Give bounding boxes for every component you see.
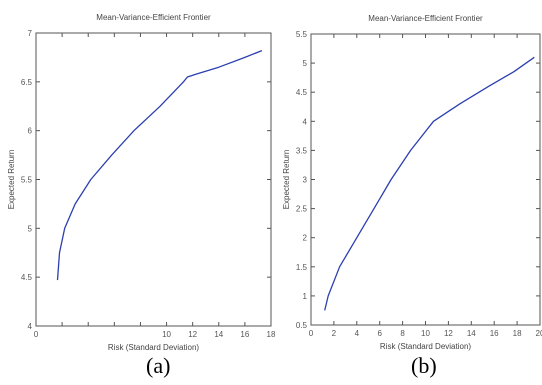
- y-tick-label: 5: [28, 224, 33, 233]
- chart-title: Mean-Variance-Efficient Frontier: [96, 13, 211, 22]
- x-tick-label: 4: [355, 329, 360, 338]
- chart-a: 0 10 12 14 16 18 4 4.5 5 5.5 6 6.5 7 Mean-Variance-Ef…: [7, 13, 276, 352]
- x-tick-label: 12: [444, 329, 453, 338]
- series-line: [324, 56, 535, 311]
- y-axis-label: Expected Return: [282, 150, 291, 210]
- x-tick-label: 8: [400, 329, 405, 338]
- plot-frame: [310, 33, 541, 326]
- y-tick-label: 5.5: [296, 30, 308, 39]
- x-tick-label: 0: [34, 330, 39, 339]
- x-tick-label: 14: [214, 330, 223, 339]
- chart-b: 0 2 4 6 8 10 12 14 16 18 20 0.5 1 1.5 2 2.5 3 3.5 4 4.5 5 5.5…: [282, 14, 542, 351]
- y-tick-label: 5: [303, 59, 308, 68]
- y-tick-label: 3: [303, 176, 308, 185]
- x-tick-label: 2: [332, 329, 337, 338]
- y-axis-label: Expected Return: [7, 150, 16, 210]
- y-tick-label: 6: [28, 127, 33, 136]
- x-axis-label: Risk (Standard Deviation): [108, 343, 199, 352]
- x-tick-label: 18: [513, 329, 522, 338]
- x-tick-label: 10: [162, 330, 171, 339]
- y-tick-label: 2.5: [296, 205, 308, 214]
- y-tick-label: 5.5: [21, 176, 33, 185]
- y-tick-label: 1.5: [296, 263, 308, 272]
- panel-label-b: (b): [411, 353, 437, 378]
- y-tick-label: 4: [28, 322, 33, 331]
- x-tick-label: 20: [536, 329, 542, 338]
- plot-frame: [35, 32, 272, 327]
- y-tick-label: 4: [303, 117, 308, 126]
- x-tick-label: 18: [267, 330, 276, 339]
- x-tick-label: 16: [240, 330, 249, 339]
- panel-label-a: (a): [146, 353, 171, 378]
- x-tick-label: 12: [188, 330, 197, 339]
- y-tick-label: 1: [303, 292, 308, 301]
- y-tick-label: 6.5: [21, 78, 33, 87]
- y-tick-label: 4.5: [296, 88, 308, 97]
- y-tick-label: 2: [303, 234, 308, 243]
- x-tick-label: 0: [309, 329, 314, 338]
- y-tick-label: 4.5: [21, 273, 33, 282]
- y-tick-label: 3.5: [296, 146, 308, 155]
- y-tick-label: 7: [28, 29, 33, 38]
- x-tick-label: 6: [377, 329, 382, 338]
- x-tick-label: 10: [421, 329, 430, 338]
- x-axis-label: Risk (Standard Deviation): [380, 342, 471, 351]
- series-line: [56, 49, 263, 281]
- x-tick-label: 14: [467, 329, 476, 338]
- chart-title: Mean-Variance-Efficient Frontier: [368, 14, 483, 23]
- y-tick-label: 0.5: [296, 321, 308, 330]
- x-tick-label: 16: [490, 329, 499, 338]
